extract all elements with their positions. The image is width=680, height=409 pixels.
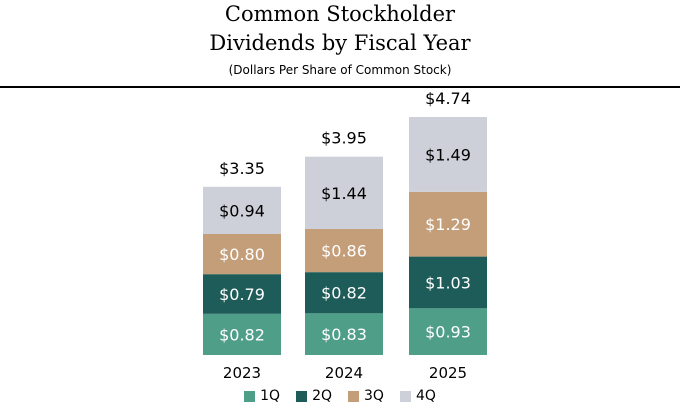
chart-title-line-1: Common Stockholder xyxy=(224,2,456,26)
total-label: $3.95 xyxy=(321,129,367,148)
chart-title-line-2: Dividends by Fiscal Year xyxy=(209,31,471,55)
legend: 1Q 2Q 3Q 4Q xyxy=(0,388,680,404)
bar-segment-1Q-2025 xyxy=(409,308,487,355)
data-label: $1.49 xyxy=(425,145,471,164)
total-label: $3.35 xyxy=(219,159,265,178)
title-divider xyxy=(0,86,680,88)
data-label: $1.29 xyxy=(425,215,471,234)
data-label: $0.82 xyxy=(219,325,265,344)
bar-segment-4Q-2024 xyxy=(305,156,383,229)
x-tick-label: 2024 xyxy=(325,364,363,382)
bar-segment-4Q-2025 xyxy=(409,117,487,192)
data-label: $0.80 xyxy=(219,245,265,264)
data-label: $0.94 xyxy=(219,201,265,220)
legend-swatch xyxy=(399,390,411,402)
bar-segment-2Q-2023 xyxy=(203,274,281,314)
legend-item-1Q: 1Q xyxy=(244,388,280,404)
data-label: $0.82 xyxy=(321,284,367,303)
bar-segment-1Q-2023 xyxy=(203,313,281,355)
total-label: $4.74 xyxy=(425,89,471,108)
legend-item-2Q: 2Q xyxy=(296,388,332,404)
legend-swatch xyxy=(244,390,256,402)
data-label: $0.86 xyxy=(321,242,367,261)
legend-swatch xyxy=(296,390,308,402)
bar-segment-3Q-2025 xyxy=(409,191,487,257)
legend-label: 3Q xyxy=(364,388,384,404)
data-label: $0.79 xyxy=(219,285,265,304)
bar-segment-4Q-2023 xyxy=(203,186,281,234)
legend-item-4Q: 4Q xyxy=(399,388,436,404)
legend-label: 1Q xyxy=(260,388,281,404)
legend-swatch xyxy=(348,390,359,402)
data-label: $1.03 xyxy=(425,273,471,292)
bar-segment-3Q-2024 xyxy=(305,228,383,273)
legend-label: 2Q xyxy=(312,388,332,404)
chart-subtitle: (Dollars Per Share of Common Stock) xyxy=(228,63,452,77)
legend-item-3Q: 3Q xyxy=(348,388,384,404)
bar-segment-3Q-2023 xyxy=(203,233,281,275)
bar-segment-2Q-2024 xyxy=(305,272,383,314)
data-label: $0.93 xyxy=(425,323,471,342)
data-label: $0.83 xyxy=(321,325,367,344)
bar-segment-1Q-2024 xyxy=(305,313,383,355)
data-label: $1.44 xyxy=(321,184,367,203)
x-tick-label: 2023 xyxy=(223,364,261,382)
bar-segment-2Q-2025 xyxy=(409,256,487,309)
legend-label: 4Q xyxy=(415,388,436,404)
x-tick-label: 2025 xyxy=(429,364,467,382)
